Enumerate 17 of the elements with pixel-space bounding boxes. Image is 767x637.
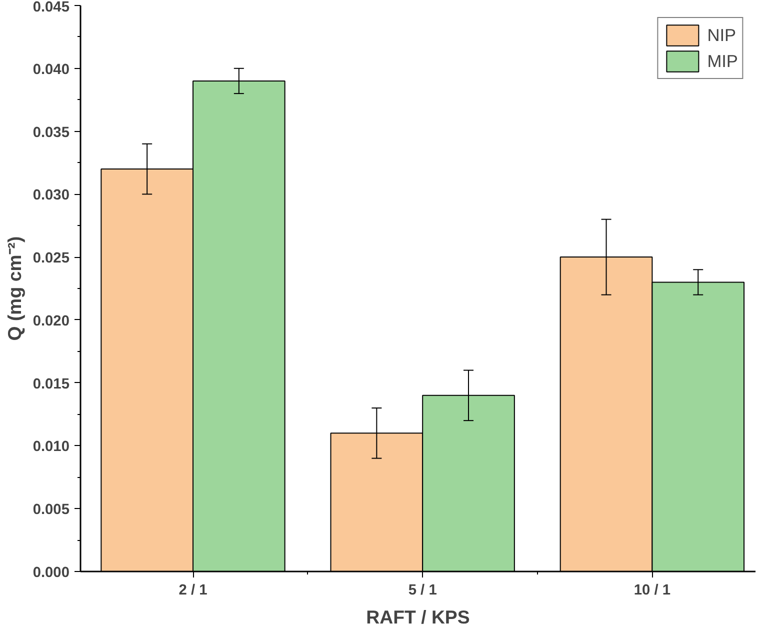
- x-axis-title: RAFT / KPS: [366, 606, 470, 628]
- legend-label: MIP: [707, 50, 738, 72]
- y-tick-label: 0.005: [32, 502, 70, 518]
- y-tick-label: 0.010: [32, 439, 70, 456]
- x-tick-label: 10 / 1: [634, 582, 671, 598]
- y-tick-label: 0.035: [32, 124, 70, 141]
- x-tick-label: 2 / 1: [178, 582, 208, 598]
- y-tick-label: 0.025: [32, 250, 70, 267]
- y-tick-label: 0.000: [32, 565, 70, 581]
- y-tick-label: 0.020: [32, 313, 70, 330]
- legend-label: NIP: [707, 24, 736, 46]
- y-tick-label: 0.045: [32, 0, 70, 16]
- y-tick-label: 0.015: [32, 376, 70, 392]
- x-tick-label: 5 / 1: [408, 582, 437, 598]
- y-tick-label: 0.040: [32, 62, 70, 78]
- y-tick-label: 0.030: [32, 188, 70, 204]
- y-axis-title: Q (mg cm⁻²): [4, 236, 25, 341]
